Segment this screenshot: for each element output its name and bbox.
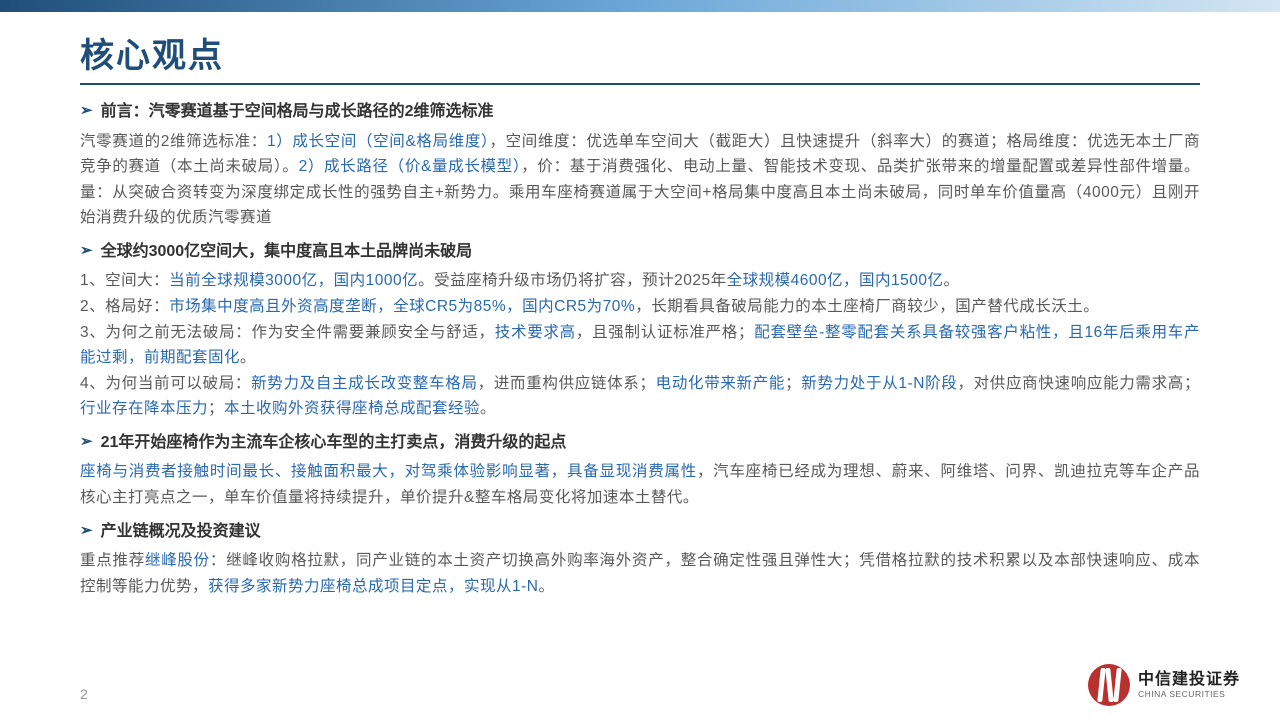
gradient-top-bar: [0, 0, 1280, 12]
highlight: 新势力处于从1-N阶段: [801, 375, 957, 392]
paragraph: 重点推荐继峰股份：继峰收购格拉默，同产业链的本土资产切换高外购率海外资产，整合确…: [80, 548, 1200, 599]
bullet-arrow-icon: ➢: [80, 239, 93, 263]
highlight: 座椅与消费者接触时间最长、接触面积最大，对驾乘体验影响显著，具备显现消费属性: [80, 463, 697, 480]
paragraph: 2、格局好：市场集中度高且外资高度垄断，全球CR5为85%，国内CR5为70%，…: [80, 294, 1200, 320]
highlight: 本土收购外资获得座椅总成配套经验: [224, 400, 480, 417]
paragraph: 4、为何当前可以破局：新势力及自主成长改变整车格局，进而重构供应链体系；电动化带…: [80, 371, 1200, 422]
logo-mark-icon: [1088, 664, 1130, 706]
page-title: 核心观点: [80, 28, 1200, 85]
highlight: 全球规模4600亿，国内1500亿: [727, 272, 944, 289]
highlight: 获得多家新势力座椅总成项目定点，实现从1-N: [208, 578, 538, 595]
highlight: 行业存在降本压力: [80, 400, 208, 417]
bullet-arrow-icon: ➢: [80, 519, 93, 543]
paragraph: 座椅与消费者接触时间最长、接触面积最大，对驾乘体验影响显著，具备显现消费属性，汽…: [80, 459, 1200, 510]
highlight: 2）成长路径（价&量成长模型）: [299, 158, 522, 175]
company-logo: 中信建投证券 CHINA SECURITIES: [1088, 664, 1240, 706]
highlight: 电动化带来新产能: [655, 375, 785, 392]
content-area: 核心观点 ➢ 前言：汽零赛道基于空间格局与成长路径的2维筛选标准 汽零赛道的2维…: [0, 0, 1280, 599]
highlight: 新势力及自主成长改变整车格局: [251, 375, 478, 392]
bullet-arrow-icon: ➢: [80, 430, 93, 454]
section-consumption: ➢ 21年开始座椅作为主流车企核心车型的主打卖点，消费升级的起点 座椅与消费者接…: [80, 430, 1200, 511]
highlight: 当前全球规模3000亿，国内1000亿: [169, 272, 418, 289]
section-title: 产业链概况及投资建议: [101, 519, 261, 545]
highlight: 市场集中度高且外资高度垄断，全球CR5为85%，国内CR5为70%: [169, 298, 635, 315]
highlight: 技术要求高: [495, 324, 576, 341]
section-investment: ➢ 产业链概况及投资建议 重点推荐继峰股份：继峰收购格拉默，同产业链的本土资产切…: [80, 519, 1200, 600]
highlight: 1）成长空间（空间&格局维度）: [267, 133, 490, 150]
section-preface: ➢ 前言：汽零赛道基于空间格局与成长路径的2维筛选标准 汽零赛道的2维筛选标准：…: [80, 99, 1200, 231]
logo-text-en: CHINA SECURITIES: [1138, 690, 1240, 699]
paragraph: 1、空间大：当前全球规模3000亿，国内1000亿。受益座椅升级市场仍将扩容，预…: [80, 268, 1200, 294]
page-number: 2: [80, 686, 88, 702]
paragraph: 3、为何之前无法破局：作为安全件需要兼顾安全与舒适，技术要求高，且强制认证标准严…: [80, 320, 1200, 371]
highlight: 继峰股份: [145, 552, 210, 569]
section-title: 21年开始座椅作为主流车企核心车型的主打卖点，消费升级的起点: [101, 430, 567, 456]
logo-text-cn: 中信建投证券: [1138, 672, 1240, 688]
section-title: 全球约3000亿空间大，集中度高且本土品牌尚未破局: [101, 239, 473, 265]
bullet-arrow-icon: ➢: [80, 99, 93, 123]
section-title: 前言：汽零赛道基于空间格局与成长路径的2维筛选标准: [101, 99, 494, 125]
paragraph: 汽零赛道的2维筛选标准：1）成长空间（空间&格局维度），空间维度：优选单车空间大…: [80, 129, 1200, 231]
section-market: ➢ 全球约3000亿空间大，集中度高且本土品牌尚未破局 1、空间大：当前全球规模…: [80, 239, 1200, 422]
